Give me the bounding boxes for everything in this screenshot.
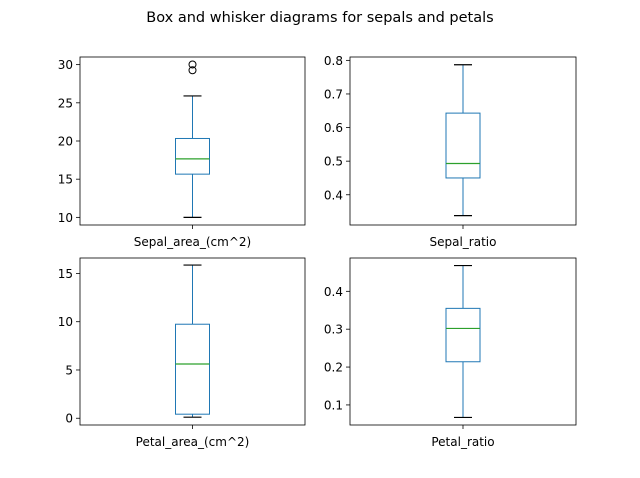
y-tick-label: 15 xyxy=(58,267,73,281)
x-tick-label: Sepal_area_(cm^2) xyxy=(134,235,251,249)
y-tick-label: 0 xyxy=(65,412,73,426)
y-tick-label: 30 xyxy=(58,58,73,72)
subplot-1: 10 15 20 25 30 Sepal_area_(cm^2) xyxy=(58,56,306,249)
figure-title: Box and whisker diagrams for sepals and … xyxy=(146,10,493,26)
box-iqr xyxy=(445,112,481,179)
outlier-point xyxy=(188,60,197,69)
y-tick-label: 20 xyxy=(58,135,73,149)
y-tick-label: 0.2 xyxy=(324,361,343,375)
y-tick-label: 10 xyxy=(58,315,73,329)
y-tick-label: 0.6 xyxy=(324,121,343,135)
x-tick-label: Petal_ratio xyxy=(431,435,494,449)
y-tick-label: 15 xyxy=(58,173,73,187)
subplot-2: 0.4 0.5 0.6 0.7 0.8 Sepal_ratio xyxy=(324,54,577,249)
y-tick-label: 0.4 xyxy=(324,285,343,299)
box-iqr xyxy=(175,137,210,175)
outlier-point xyxy=(188,66,197,75)
y-tick-label: 0.8 xyxy=(324,54,343,68)
x-tick-label: Sepal_ratio xyxy=(430,235,497,249)
x-tick-label: Petal_area_(cm^2) xyxy=(136,435,250,449)
y-tick-label: 0.3 xyxy=(324,323,343,337)
subplot-3: 0 5 10 15 Petal_area_(cm^2) xyxy=(58,257,306,449)
y-tick-label: 0.1 xyxy=(324,398,343,412)
box-iqr xyxy=(445,307,481,363)
y-tick-label: 5 xyxy=(65,363,73,377)
y-tick-label: 25 xyxy=(58,96,73,110)
subplot-4: 0.1 0.2 0.3 0.4 Petal_ratio xyxy=(324,257,577,449)
y-tick-label: 0.7 xyxy=(324,87,343,101)
box-iqr xyxy=(175,323,210,415)
y-tick-label: 10 xyxy=(58,211,73,225)
y-tick-label: 0.4 xyxy=(324,188,343,202)
y-tick-label: 0.5 xyxy=(324,155,343,169)
